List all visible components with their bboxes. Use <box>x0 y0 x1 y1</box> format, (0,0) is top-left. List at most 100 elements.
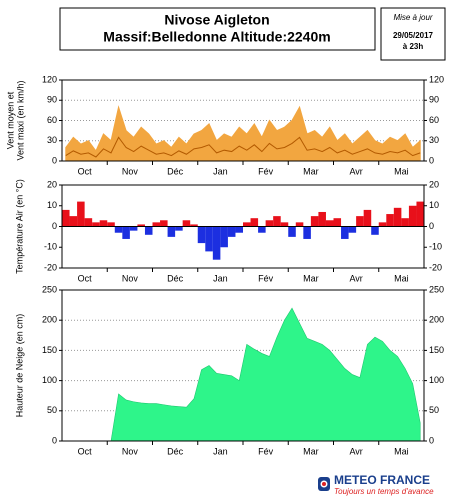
temp-bar <box>325 220 334 227</box>
y2-tick-label: -20 <box>429 262 442 272</box>
temp-bar <box>182 220 191 227</box>
temp-bar <box>144 226 153 235</box>
temp-bar <box>77 201 85 227</box>
temp-bar <box>160 220 168 227</box>
temp-bar <box>220 226 228 248</box>
temp-bar <box>401 218 409 227</box>
x-tick-label: Avr <box>349 166 362 176</box>
update-date: 29/05/2017 <box>393 31 434 40</box>
temp-bar <box>137 224 145 227</box>
x-tick-label: Fév <box>258 273 274 283</box>
temp-bar <box>99 220 108 227</box>
y-tick-label: -10 <box>44 242 57 252</box>
temp-bar <box>303 226 311 239</box>
y-axis-label: Hauteur de Neige (en cm) <box>14 314 24 418</box>
y2-tick-label: 120 <box>429 74 444 84</box>
y-tick-label: 90 <box>47 95 57 105</box>
temp-bar <box>114 226 123 233</box>
temp-bar <box>341 226 349 239</box>
y-tick-label: 250 <box>42 284 57 294</box>
logo-icon <box>318 477 330 491</box>
x-tick-label: Fév <box>258 166 274 176</box>
temp-bar <box>416 201 424 227</box>
update-label: Mise à jour <box>393 13 432 22</box>
y-tick-label: 100 <box>42 375 57 385</box>
x-tick-label: Fév <box>258 446 274 456</box>
y2-tick-label: 150 <box>429 345 444 355</box>
x-tick-label: Nov <box>122 166 139 176</box>
y-tick-label: 50 <box>47 405 57 415</box>
temp-bar <box>84 218 93 227</box>
x-tick-label: Oct <box>78 273 93 283</box>
temp-bar <box>92 222 100 227</box>
y-tick-label: 120 <box>42 74 57 84</box>
y-tick-label: -20 <box>44 262 57 272</box>
temp-bar <box>243 222 251 227</box>
y2-tick-label: 100 <box>429 375 444 385</box>
temp-bar <box>197 226 206 244</box>
temp-bar <box>310 216 319 227</box>
y-tick-label: 30 <box>47 135 57 145</box>
temp-bar <box>333 218 342 227</box>
temp-bar <box>205 226 213 252</box>
temp-bar <box>356 216 364 227</box>
temp-bar <box>167 226 176 237</box>
wind-area <box>65 105 421 162</box>
x-tick-label: Mai <box>394 446 409 456</box>
y2-tick-label: 50 <box>429 405 439 415</box>
y2-tick-label: 0 <box>429 221 434 231</box>
x-tick-label: Avr <box>349 446 362 456</box>
y-axis-label: Vent maxi (en km/h) <box>15 80 25 160</box>
y2-tick-label: 20 <box>429 179 439 189</box>
update-hour: à 23h <box>403 42 424 51</box>
x-tick-label: Jan <box>213 273 228 283</box>
y-tick-label: 200 <box>42 315 57 325</box>
temp-bar <box>408 205 417 227</box>
x-tick-label: Mar <box>303 446 319 456</box>
x-tick-label: Déc <box>167 446 184 456</box>
plot-frame <box>61 184 425 269</box>
temp-bar <box>371 226 379 235</box>
y-tick-label: 20 <box>47 179 57 189</box>
y2-tick-label: 30 <box>429 135 439 145</box>
temp-bar <box>386 214 394 227</box>
y2-tick-label: 250 <box>429 284 444 294</box>
temp-bar <box>69 216 78 227</box>
x-tick-label: Mar <box>303 166 319 176</box>
temp-bar <box>295 222 304 227</box>
x-tick-label: Avr <box>349 273 362 283</box>
title-line: Nivose Aigleton <box>164 12 269 28</box>
temp-bar <box>378 222 387 227</box>
y2-tick-label: 0 <box>429 435 434 445</box>
temp-bar <box>235 226 243 233</box>
y-tick-label: 10 <box>47 200 57 210</box>
temp-bar <box>258 226 266 233</box>
temp-bar <box>393 207 402 227</box>
y-axis-label: Vent moyen et <box>5 91 15 149</box>
x-tick-label: Jan <box>213 166 228 176</box>
temp-bar <box>363 209 372 227</box>
y2-tick-label: 0 <box>429 155 434 165</box>
update-box <box>380 7 446 61</box>
x-tick-label: Mar <box>303 273 319 283</box>
y2-tick-label: -10 <box>429 242 442 252</box>
temp-bar <box>190 224 198 227</box>
temp-bar <box>227 226 236 237</box>
temp-bar <box>250 218 259 227</box>
temp-bar <box>273 216 281 227</box>
temp-bar <box>318 211 326 227</box>
y-tick-label: 0 <box>52 435 57 445</box>
title-box <box>59 7 376 51</box>
x-tick-label: Déc <box>167 273 184 283</box>
wind-line <box>65 136 421 158</box>
x-tick-label: Oct <box>78 446 93 456</box>
temp-bar <box>348 226 357 233</box>
plot-frame <box>61 79 425 162</box>
snow-area <box>65 307 421 442</box>
x-tick-label: Mai <box>394 273 409 283</box>
y-tick-label: 150 <box>42 345 57 355</box>
x-tick-label: Nov <box>122 446 139 456</box>
y-tick-label: 60 <box>47 115 57 125</box>
x-tick-label: Nov <box>122 273 139 283</box>
